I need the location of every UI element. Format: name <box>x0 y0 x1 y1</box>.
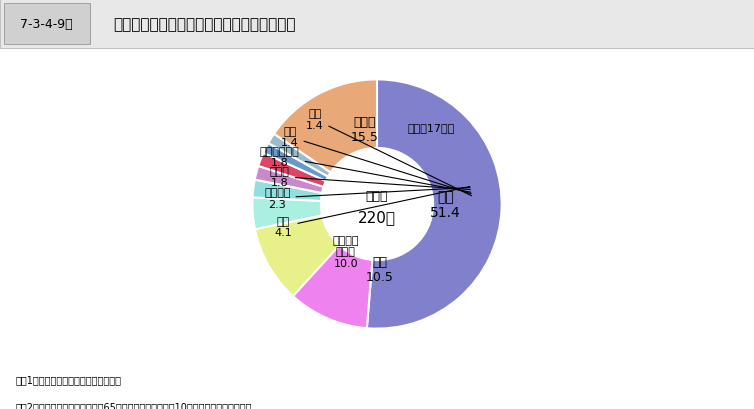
Text: 銃刀法
1.8: 銃刀法 1.8 <box>270 166 470 190</box>
Wedge shape <box>255 166 323 193</box>
Wedge shape <box>293 246 372 328</box>
Text: 多数回高齢再犯者の罪名別犯歴の件数構成比: 多数回高齢再犯者の罪名別犯歴の件数構成比 <box>113 17 296 32</box>
Text: 220件: 220件 <box>358 209 396 225</box>
Wedge shape <box>367 80 501 329</box>
Wedge shape <box>253 180 322 202</box>
Wedge shape <box>263 144 328 182</box>
FancyBboxPatch shape <box>4 4 90 45</box>
Text: 暴行
1.4: 暴行 1.4 <box>281 126 471 194</box>
Wedge shape <box>255 216 339 297</box>
Text: その他
15.5: その他 15.5 <box>351 116 379 144</box>
Text: 遺失物等横領
1.8: 遺失物等横領 1.8 <box>260 146 470 193</box>
Wedge shape <box>268 135 331 177</box>
Text: 窃盗
51.4: 窃盗 51.4 <box>431 189 461 220</box>
Text: 2　多数回高齢再犯者とは、65歳以上で犯歴の件数が10犯以上の犯罪者をいう。: 2 多数回高齢再犯者とは、65歳以上で犯歴の件数が10犯以上の犯罪者をいう。 <box>15 402 252 409</box>
FancyBboxPatch shape <box>0 0 754 49</box>
Text: 覚せい剤
取締法
10.0: 覚せい剤 取締法 10.0 <box>333 235 359 268</box>
Text: 詐欺
10.5: 詐欺 10.5 <box>366 255 394 283</box>
Wedge shape <box>274 80 377 173</box>
Wedge shape <box>253 198 322 230</box>
Text: 注　1　法務総合研究所の調査による。: 注 1 法務総合研究所の調査による。 <box>15 375 121 384</box>
Text: （平成17年）: （平成17年） <box>407 122 454 133</box>
Text: 7-3-4-9図: 7-3-4-9図 <box>20 18 73 31</box>
Text: 総　数: 総 数 <box>366 189 388 202</box>
Wedge shape <box>259 153 326 187</box>
Text: 傷害
4.1: 傷害 4.1 <box>274 187 470 238</box>
Text: 住居侵入
2.3: 住居侵入 2.3 <box>264 187 470 209</box>
Text: 強盗
1.4: 強盗 1.4 <box>306 109 471 196</box>
